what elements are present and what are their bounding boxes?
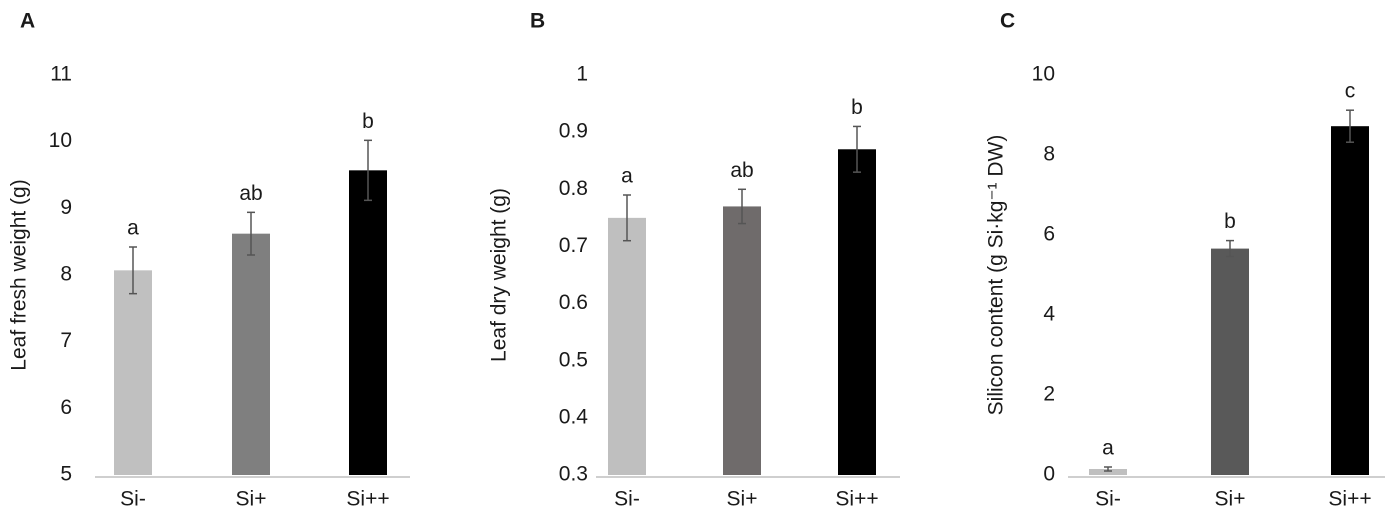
significance-letter: a xyxy=(127,217,139,240)
error-bar xyxy=(247,211,255,256)
y-axis-label: Leaf fresh weight (g) xyxy=(8,179,31,370)
bar xyxy=(349,170,387,476)
x-tick-label: Si+ xyxy=(727,488,758,511)
y-tick-label: 0.8 xyxy=(559,177,588,200)
bar xyxy=(838,149,876,476)
y-axis-label: Leaf dry weight (g) xyxy=(488,188,511,362)
error-bar xyxy=(1104,466,1112,472)
bar xyxy=(1211,248,1249,475)
bar xyxy=(608,217,646,475)
y-tick-label: 5 xyxy=(60,463,72,486)
y-tick-label: 0.7 xyxy=(559,234,588,257)
significance-letter: c xyxy=(1345,80,1356,103)
error-bar xyxy=(1226,239,1234,258)
y-tick-label: 6 xyxy=(60,396,72,419)
significance-letter: ab xyxy=(239,182,262,205)
x-tick-label: Si++ xyxy=(346,488,389,511)
y-tick-label: 0.5 xyxy=(559,348,588,371)
y-tick-label: 0.3 xyxy=(559,463,588,486)
y-tick-label: 9 xyxy=(60,196,72,219)
x-tick-label: Si- xyxy=(120,488,146,511)
y-tick-label: 1 xyxy=(576,63,588,86)
y-tick-label: 8 xyxy=(1043,143,1055,166)
bar xyxy=(1089,469,1127,475)
significance-letter: b xyxy=(362,110,374,133)
significance-letter: b xyxy=(1224,210,1236,233)
panel: B Leaf dry weight (g) 0.3 0.4 0.5 0.6 0.7 0.8 0.… xyxy=(488,10,900,511)
y-tick-label: 4 xyxy=(1043,303,1055,326)
y-tick-label: 0.6 xyxy=(559,291,588,314)
error-bar xyxy=(129,246,137,295)
x-tick-label: Si++ xyxy=(1328,488,1371,511)
error-bar xyxy=(623,194,631,242)
significance-letter: a xyxy=(1102,437,1114,460)
y-axis-label: Silicon content (g Si·kg⁻¹ DW) xyxy=(985,135,1008,416)
y-tick-label: 8 xyxy=(60,263,72,286)
x-tick-label: Si+ xyxy=(1215,488,1246,511)
y-tick-label: 0.4 xyxy=(559,405,589,428)
y-tick-label: 6 xyxy=(1043,223,1055,246)
y-tick-label: 10 xyxy=(49,129,72,152)
error-bar xyxy=(853,125,861,173)
panel-title: C xyxy=(1000,10,1015,33)
bar xyxy=(114,270,152,475)
y-tick-label: 0 xyxy=(1043,463,1055,486)
bar xyxy=(1331,126,1369,475)
error-bar xyxy=(738,188,746,225)
panel: A Leaf fresh weight (g) 5 6 7 8 9 10 11 a Si-ab Si+… xyxy=(8,10,410,511)
significance-letter: a xyxy=(621,165,633,188)
y-tick-label: 10 xyxy=(1032,63,1055,86)
error-bar xyxy=(1346,109,1354,143)
panel: C Silicon content (g Si·kg⁻¹ DW) 0 2 4 6 8 10 a S… xyxy=(985,10,1385,511)
error-bar xyxy=(364,139,372,202)
bar xyxy=(232,233,270,475)
y-tick-label: 11 xyxy=(50,63,72,86)
x-tick-label: Si+ xyxy=(236,488,267,511)
significance-letter: ab xyxy=(730,159,753,182)
x-tick-label: Si- xyxy=(1095,488,1121,511)
panel-title: A xyxy=(20,10,35,33)
panel-title: B xyxy=(530,10,545,33)
y-tick-label: 0.9 xyxy=(559,120,588,143)
bar xyxy=(723,206,761,475)
y-tick-label: 2 xyxy=(1043,383,1055,406)
x-tick-label: Si++ xyxy=(835,488,878,511)
significance-letter: b xyxy=(851,96,863,119)
x-tick-label: Si- xyxy=(614,488,640,511)
y-tick-label: 7 xyxy=(60,329,72,352)
